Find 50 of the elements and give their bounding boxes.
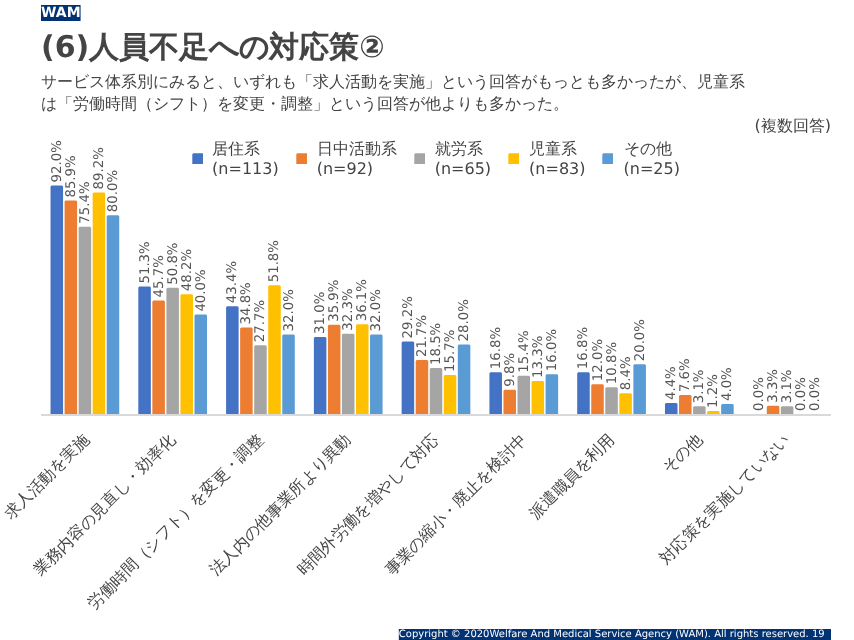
x-tick-label: その他 [659, 430, 706, 478]
bar [152, 300, 165, 415]
bar [356, 324, 369, 415]
bar [341, 333, 355, 415]
bar [545, 374, 559, 415]
bar [327, 324, 341, 415]
bar [693, 406, 706, 415]
bar [664, 403, 678, 415]
legend-label: 児童系 (n=83) [529, 138, 586, 178]
bar [138, 286, 151, 415]
chart-subtitle: サービス体系別にみると、いずれも「求人活動を実施」という回答がもっとも多かったが、児童系は「労働時間（シフト）を変更・調整」という回答が他よりも多かった。 [41, 73, 745, 113]
bar [721, 404, 734, 415]
bar [679, 395, 692, 415]
bar [415, 360, 429, 415]
bar [443, 374, 457, 415]
bar [517, 375, 531, 415]
bar [282, 334, 295, 415]
bar [313, 336, 327, 415]
legend-label: 居住系 (n=113) [212, 138, 279, 178]
bar [268, 285, 281, 415]
bar [619, 393, 632, 415]
bar [226, 306, 239, 415]
bar [254, 345, 267, 415]
bar [78, 226, 92, 415]
legend-label: 就労系 (n=65) [434, 138, 492, 178]
bar [780, 406, 794, 415]
bar [166, 287, 179, 415]
text: (複数回答) [754, 117, 832, 135]
bar [240, 327, 253, 415]
chart-title: (6)人員不足への対応策② [41, 29, 385, 65]
bar [605, 387, 618, 415]
bar [577, 372, 590, 415]
bar [180, 294, 193, 415]
legend-label: その他 (n=25) [623, 138, 680, 178]
bar [401, 341, 415, 415]
bar [633, 364, 646, 415]
bar [503, 389, 516, 415]
bar [50, 185, 64, 415]
bar [457, 344, 471, 415]
legend-label: 日中活動系 (n=92) [316, 138, 397, 178]
bar [489, 372, 502, 415]
bar [591, 384, 604, 415]
bar [429, 368, 443, 415]
bar [370, 334, 383, 415]
bar [64, 200, 78, 415]
bar [531, 380, 545, 415]
x-tick-label: 派遣職員を利用 [526, 430, 618, 523]
bar [194, 314, 208, 415]
bar [92, 192, 106, 415]
bar [106, 215, 120, 415]
